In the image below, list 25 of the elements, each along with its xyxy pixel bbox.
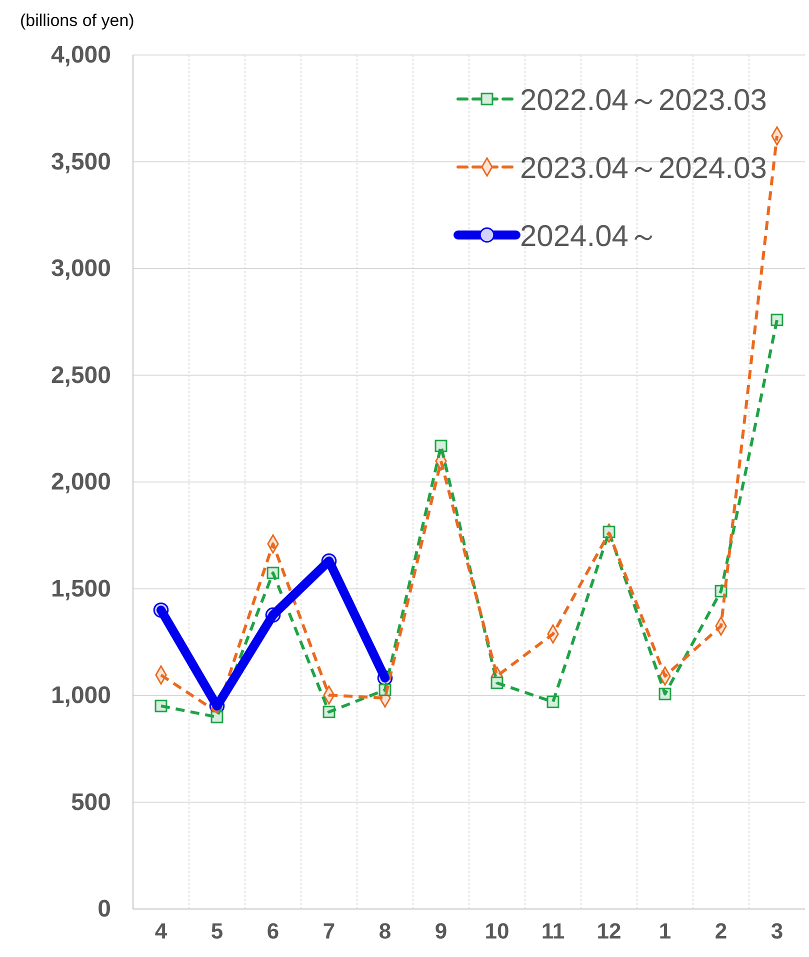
legend-label: 2022.04～2023.03 [520,84,767,117]
legend-label: 2024.04～ [520,220,658,253]
x-tick-label: 12 [596,918,622,944]
x-tick-label: 6 [266,918,280,944]
x-tick-label: 10 [484,918,510,944]
x-tick-label: 7 [322,918,336,944]
y-tick-label: 500 [70,788,111,816]
y-axis-title: (billions of yen) [20,11,134,30]
legend-label: 2023.04～2024.03 [520,152,767,185]
x-tick-label: 2 [714,918,728,944]
x-tick-label: 9 [434,918,448,944]
y-tick-label: 1,500 [50,575,111,602]
y-tick-label: 1,000 [50,682,111,710]
x-tick-label: 4 [154,918,168,944]
x-tick-label: 11 [541,918,565,944]
y-tick-label: 2,500 [50,362,111,389]
x-tick-label: 1 [658,918,672,944]
y-tick-label: 3,500 [50,148,111,176]
x-tick-label: 5 [210,918,224,944]
x-tick-label: 3 [770,918,784,944]
y-tick-label: 0 [98,896,111,923]
y-tick-label: 3,000 [50,255,111,282]
y-tick-label: 2,000 [50,468,111,496]
y-tick-label: 4,000 [50,42,111,69]
x-tick-label: 8 [378,918,392,944]
